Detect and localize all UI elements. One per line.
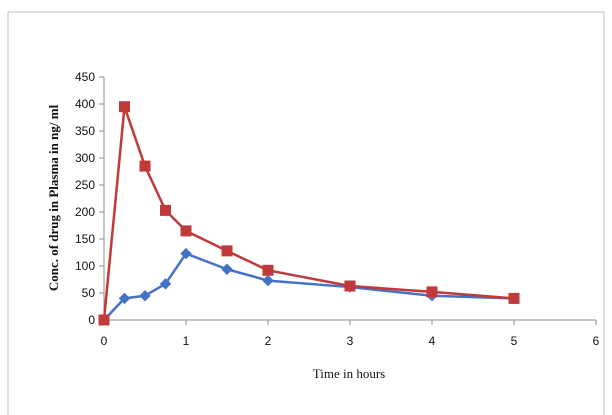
y-tick-label: 150 (75, 232, 95, 246)
x-tick-label: 3 (347, 334, 354, 348)
series-2-line (102, 105, 515, 321)
y-tick-label: 300 (75, 151, 95, 165)
x-tick-label: 4 (429, 334, 436, 348)
series-2-point (508, 292, 520, 304)
y-tick-label: 0 (88, 313, 95, 327)
series-1-point (139, 289, 151, 302)
x-tick-label: 6 (593, 334, 600, 348)
x-tick-label: 2 (265, 334, 272, 348)
series-2-point (160, 204, 171, 216)
y-tick-label: 400 (75, 97, 95, 111)
y-tick-label: 100 (75, 259, 95, 273)
y-tick-label: 250 (75, 178, 95, 192)
x-axis-title: Time in hours (313, 366, 385, 381)
y-tick-label: 450 (75, 70, 95, 84)
x-tick-label: 1 (183, 334, 190, 348)
series-2-point (221, 245, 233, 257)
series-1-point (118, 292, 131, 305)
y-tick-label: 200 (75, 205, 95, 219)
series-1-line (103, 252, 515, 321)
series-2-point (139, 160, 151, 172)
series-2-point (119, 101, 130, 113)
series-2-point (426, 286, 438, 298)
y-axis-title: Conc. of drug in Plasma in ng/ ml (46, 104, 61, 291)
y-tick-label: 50 (82, 286, 96, 300)
plot-area: 0 50 100 150 200 250 300 350 400 450 0 1 2 3 4 5 6 (75, 70, 600, 348)
series-2-point (98, 314, 110, 326)
series-2-point (180, 225, 192, 237)
y-tick-label: 350 (75, 124, 95, 138)
x-tick-label: 0 (101, 334, 108, 348)
series-2-point (262, 264, 274, 276)
series-1-point (159, 278, 172, 290)
x-tick-label: 5 (511, 334, 518, 348)
series-2-point (344, 280, 356, 292)
series-1-point (180, 247, 192, 260)
series-1-point (262, 274, 274, 287)
chart-background-border (7, 11, 605, 415)
series-1-point (221, 263, 233, 275)
